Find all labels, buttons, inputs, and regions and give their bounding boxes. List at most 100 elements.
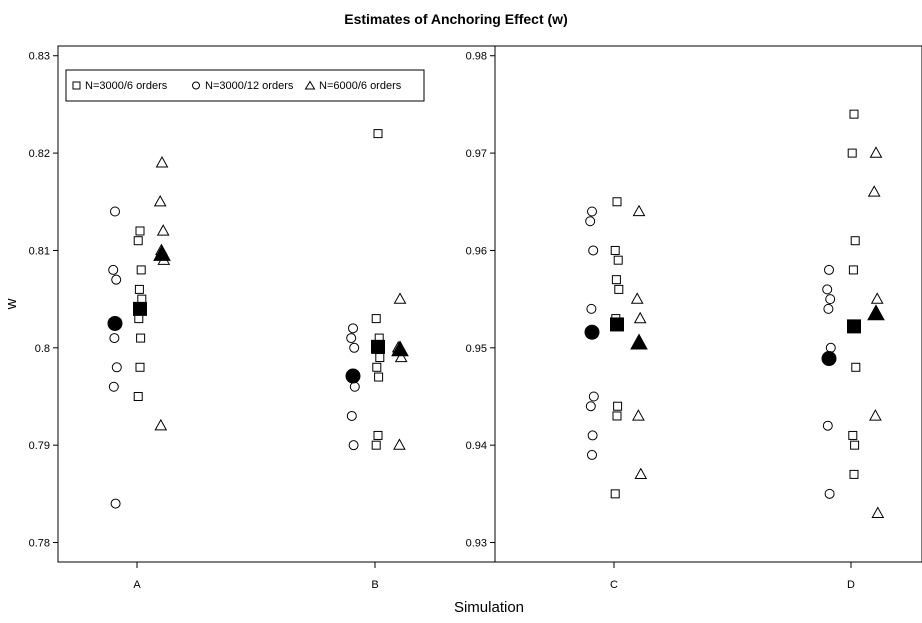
x-tick-label-a: A <box>133 579 141 591</box>
circle-mean-d <box>821 351 837 367</box>
left-panel-frame <box>57 45 496 563</box>
square-point-c <box>614 284 624 294</box>
x-tick-label-d: D <box>847 579 855 591</box>
triangle-point-a <box>156 224 170 236</box>
y-tick-label: 0.97 <box>466 148 487 160</box>
triangle-point-a <box>153 194 167 207</box>
square-point-c <box>613 401 623 411</box>
legend: N=3000/6 orders N=3000/12 orders N=6000/… <box>65 69 425 102</box>
square-point-b <box>375 353 385 363</box>
triangle-point-c <box>632 409 645 421</box>
triangle-mean-d <box>867 304 885 321</box>
y-tick-label: 0.94 <box>466 440 487 452</box>
triangle-point-d <box>869 146 883 158</box>
legend-label-triangle: N=6000/6 orders <box>319 80 402 92</box>
square-point-a <box>136 333 146 343</box>
circle-point-c <box>587 430 598 441</box>
legend-box <box>65 69 425 102</box>
x-tick-label-c: C <box>610 579 618 591</box>
triangle-point-c <box>632 204 646 217</box>
y-axis-title: w <box>3 298 20 310</box>
square-point-a <box>136 265 146 275</box>
circle-point-c <box>588 245 599 256</box>
circle-point-d <box>825 342 836 353</box>
y-tick-label: 0.98 <box>466 51 487 63</box>
square-point-b <box>371 314 381 324</box>
y-tick-label: 0.93 <box>466 538 487 550</box>
square-point-a <box>133 236 143 246</box>
circle-point-d <box>822 420 833 431</box>
square-point-c <box>612 197 622 207</box>
square-point-a <box>134 284 144 294</box>
square-point-c <box>611 275 621 285</box>
square-point-c <box>610 245 620 255</box>
square-point-d <box>847 148 857 158</box>
circle-point-a <box>110 498 121 509</box>
triangle-point-d <box>867 185 881 197</box>
circle-mean-a <box>107 315 123 331</box>
circle-point-b <box>349 342 360 353</box>
square-point-a <box>135 362 145 372</box>
square-mean-b <box>371 339 385 354</box>
triangle-point-c <box>630 292 644 304</box>
circle-point-c <box>587 206 597 217</box>
chart-title: Estimates of Anchoring Effect (w) <box>344 11 568 27</box>
circle-point-a <box>110 206 120 217</box>
triangle-point-a <box>155 156 169 168</box>
y-tick-label: 0.79 <box>29 440 50 452</box>
square-point-b <box>373 129 383 139</box>
x-axis: A B C D <box>133 562 855 591</box>
square-point-d <box>848 430 858 440</box>
triangle-point-c <box>633 311 647 324</box>
square-point-c <box>610 489 620 499</box>
circle-point-d <box>823 303 834 314</box>
circle-point-c <box>585 401 596 412</box>
square-point-a <box>135 226 145 236</box>
legend-square-marker-icon <box>72 81 81 90</box>
circle-mean-c <box>584 324 600 340</box>
data-points <box>107 109 885 518</box>
circle-point-a <box>108 381 119 392</box>
circle-point-c <box>585 216 596 227</box>
circle-point-b <box>348 323 358 334</box>
circle-point-d <box>824 264 834 275</box>
y-tick-label: 0.96 <box>466 245 487 257</box>
legend-label-circle: N=3000/12 orders <box>205 80 294 92</box>
triangle-point-a <box>154 418 168 431</box>
y-tick-label: 0.81 <box>29 245 50 257</box>
legend-triangle-marker-icon <box>304 80 316 90</box>
y-tick-label: 0.83 <box>29 51 50 63</box>
circle-point-d <box>824 488 835 499</box>
square-mean-c <box>610 317 624 332</box>
triangle-point-b <box>393 292 407 304</box>
circle-point-a <box>111 362 122 373</box>
y-tick-label: 0.8 <box>35 343 50 355</box>
square-point-d <box>849 109 859 119</box>
square-point-a <box>133 391 143 401</box>
triangle-point-c <box>634 467 648 480</box>
triangle-point-d <box>871 506 885 518</box>
right-y-axis: 0.93 0.94 0.95 0.96 0.97 0.98 <box>466 51 495 550</box>
square-point-c <box>612 411 622 421</box>
circle-point-d <box>825 294 836 305</box>
circle-mean-b <box>345 368 361 384</box>
y-tick-label: 0.78 <box>29 538 50 550</box>
circle-point-b <box>349 381 360 392</box>
left-y-axis: 0.78 0.79 0.8 0.81 0.82 0.83 <box>29 51 58 550</box>
square-point-d <box>850 440 860 450</box>
square-point-b <box>371 440 381 450</box>
right-panel-frame <box>494 45 922 563</box>
legend-label-square: N=3000/6 orders <box>85 80 168 92</box>
triangle-point-b <box>394 350 408 363</box>
square-mean-a <box>133 301 147 316</box>
legend-circle-marker-icon <box>192 81 200 90</box>
circle-point-a <box>108 264 119 275</box>
circle-point-a <box>111 274 122 285</box>
circle-point-b <box>346 410 357 421</box>
circle-point-d <box>822 284 833 295</box>
triangle-mean-a <box>153 244 171 261</box>
square-point-d <box>851 362 861 372</box>
circle-point-b <box>346 333 357 344</box>
x-tick-label-b: B <box>371 579 378 591</box>
